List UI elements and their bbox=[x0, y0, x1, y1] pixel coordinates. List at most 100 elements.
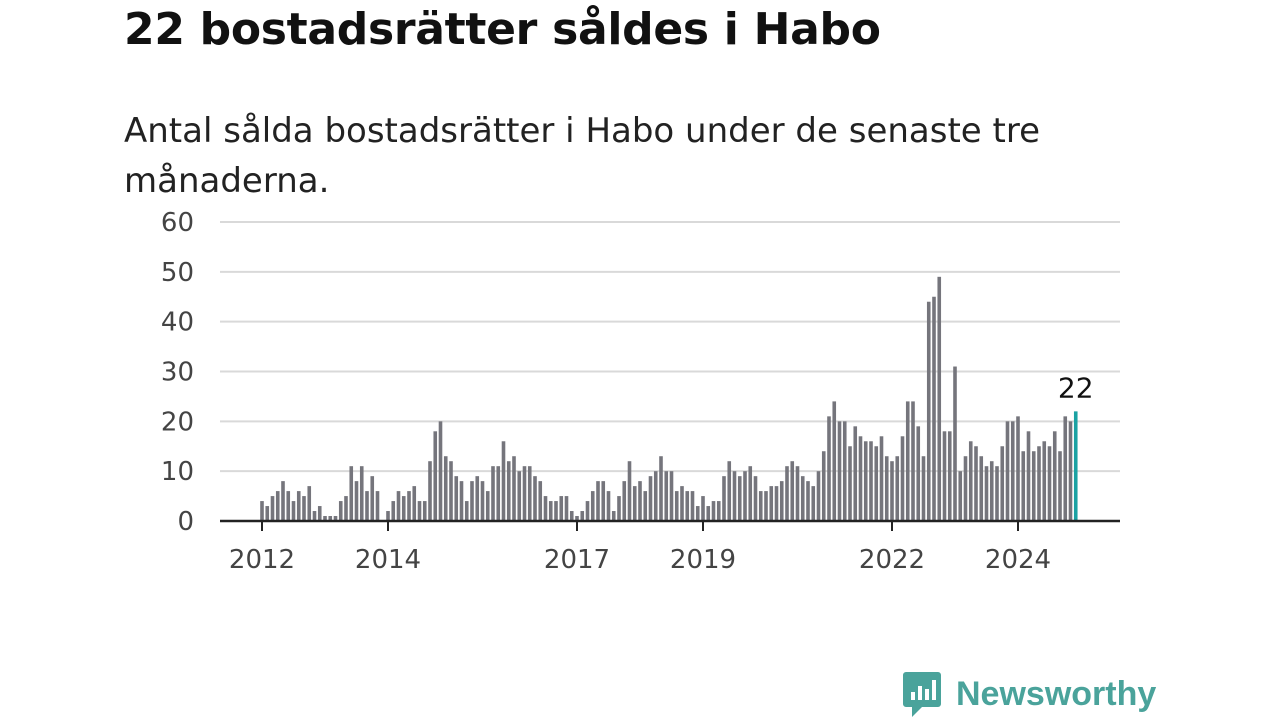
bar bbox=[863, 441, 868, 521]
bar bbox=[753, 476, 758, 521]
bar bbox=[375, 491, 380, 521]
bar bbox=[659, 456, 663, 521]
bar bbox=[312, 511, 317, 521]
bar bbox=[1037, 446, 1041, 521]
bar bbox=[853, 426, 858, 521]
bar bbox=[564, 496, 569, 521]
x-tick-label: 2014 bbox=[355, 545, 421, 575]
bar bbox=[774, 486, 779, 521]
bar bbox=[302, 496, 306, 521]
bar bbox=[265, 506, 270, 521]
chart-subtitle: Antal sålda bostadsrätter i Habo under d… bbox=[124, 111, 1040, 201]
bar bbox=[680, 486, 684, 521]
bar bbox=[454, 476, 459, 521]
bar bbox=[617, 496, 621, 521]
bar bbox=[480, 481, 485, 521]
bar bbox=[1005, 421, 1010, 521]
chart-title: 22 bostadsrätter såldes i Habo bbox=[124, 4, 881, 55]
bar bbox=[428, 461, 432, 521]
bar bbox=[806, 481, 810, 521]
gridlines bbox=[220, 221, 1120, 473]
bar bbox=[995, 466, 999, 521]
bar bbox=[989, 461, 994, 521]
bar bbox=[790, 461, 795, 521]
y-tick-label: 30 bbox=[161, 358, 194, 388]
bar bbox=[359, 466, 364, 521]
bar bbox=[412, 486, 417, 521]
bar bbox=[664, 471, 669, 521]
bar bbox=[1031, 451, 1036, 521]
bar bbox=[716, 501, 721, 521]
brand: Newsworthy bbox=[902, 670, 1156, 718]
bar bbox=[895, 456, 900, 521]
bar bbox=[627, 461, 632, 521]
bar bbox=[307, 486, 312, 521]
bar bbox=[900, 436, 905, 521]
bar bbox=[512, 456, 516, 521]
bars bbox=[260, 276, 1078, 521]
bar bbox=[543, 496, 548, 521]
bar bbox=[443, 456, 448, 521]
bar bbox=[1010, 421, 1015, 521]
bar bbox=[527, 466, 532, 521]
bar bbox=[260, 501, 264, 521]
bar bbox=[947, 431, 952, 521]
bar bbox=[501, 441, 506, 521]
bar-highlight bbox=[1073, 411, 1078, 521]
bar bbox=[323, 516, 327, 521]
bar bbox=[958, 471, 963, 521]
bar bbox=[795, 466, 800, 521]
bar bbox=[648, 476, 653, 521]
bar bbox=[533, 476, 537, 521]
bar bbox=[832, 401, 837, 521]
bar bbox=[963, 456, 968, 521]
axes bbox=[220, 519, 1120, 531]
labels: 0 10 20 30 40 50 60 2012 2014 2017 2019 2022 2024 22 bbox=[161, 208, 1094, 575]
bar bbox=[606, 491, 611, 521]
bar bbox=[921, 456, 926, 521]
bar bbox=[653, 471, 658, 521]
bar bbox=[575, 516, 579, 521]
bar bbox=[732, 471, 737, 521]
bar bbox=[464, 501, 469, 521]
x-tick-label: 2012 bbox=[229, 545, 295, 575]
bar bbox=[338, 501, 343, 521]
bar bbox=[764, 491, 768, 521]
bar bbox=[984, 466, 989, 521]
bar bbox=[1047, 446, 1052, 521]
bar bbox=[1058, 451, 1062, 521]
bar bbox=[596, 481, 600, 521]
bar bbox=[291, 501, 296, 521]
newsworthy-logo-icon bbox=[903, 672, 941, 717]
bar bbox=[905, 401, 910, 521]
x-tick-label: 2022 bbox=[859, 545, 925, 575]
bar bbox=[517, 471, 522, 521]
bar bbox=[622, 481, 627, 521]
bar bbox=[438, 421, 443, 521]
bar bbox=[491, 466, 495, 521]
bar bbox=[695, 506, 700, 521]
bar bbox=[1068, 421, 1073, 521]
bar bbox=[884, 456, 889, 521]
bar bbox=[932, 296, 936, 521]
bar bbox=[926, 301, 931, 521]
bar bbox=[281, 481, 285, 521]
bar bbox=[407, 491, 411, 521]
bar bbox=[449, 461, 453, 521]
bar bbox=[743, 471, 747, 521]
bar bbox=[580, 511, 585, 521]
bar bbox=[522, 466, 527, 521]
bar bbox=[349, 466, 354, 521]
bar bbox=[1042, 441, 1047, 521]
bar bbox=[769, 486, 774, 521]
bar bbox=[816, 471, 821, 521]
bar bbox=[916, 426, 921, 521]
bar bbox=[842, 421, 847, 521]
bar bbox=[722, 476, 726, 521]
bar bbox=[727, 461, 732, 521]
bar bbox=[328, 516, 333, 521]
bar bbox=[559, 496, 564, 521]
bar bbox=[737, 476, 742, 521]
y-tick-label: 20 bbox=[161, 407, 194, 437]
bar bbox=[690, 491, 695, 521]
